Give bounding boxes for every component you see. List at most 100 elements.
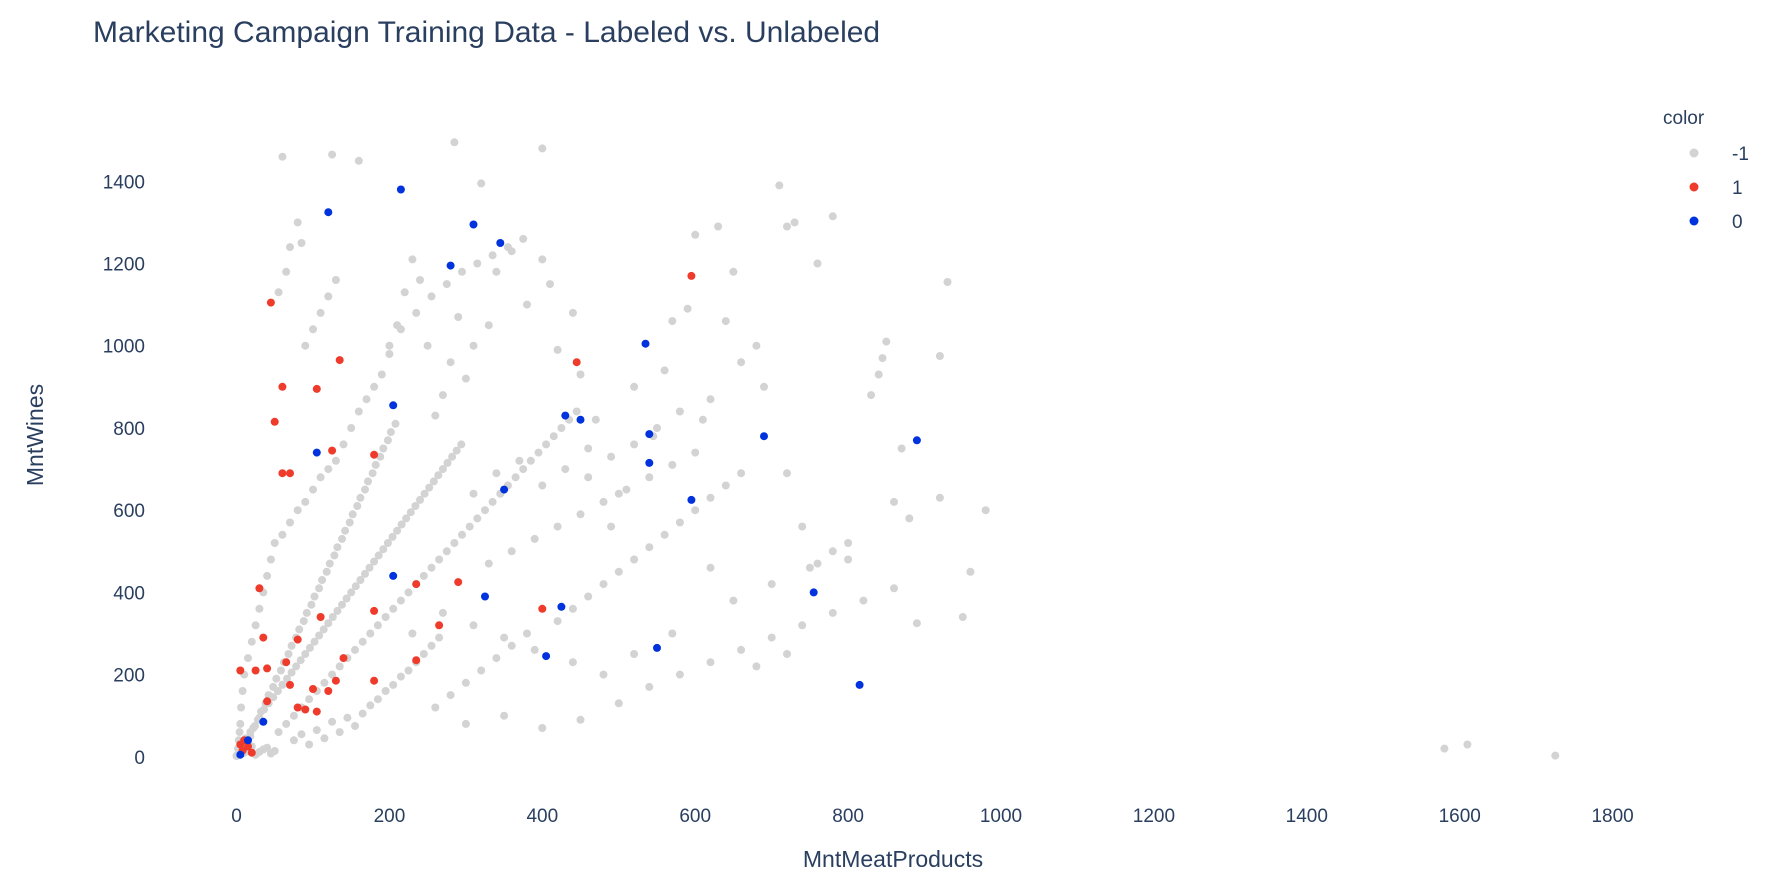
- legend-marker[interactable]: [1689, 182, 1699, 192]
- data-point[interactable]: [783, 222, 791, 231]
- data-point[interactable]: [783, 650, 791, 658]
- data-point[interactable]: [295, 625, 304, 634]
- data-point[interactable]: [272, 674, 281, 683]
- data-point[interactable]: [423, 341, 432, 350]
- data-point[interactable]: [599, 497, 608, 506]
- legend-label[interactable]: 1: [1732, 178, 1743, 199]
- data-point[interactable]: [691, 448, 700, 457]
- data-point[interactable]: [538, 255, 547, 264]
- data-point[interactable]: [263, 697, 272, 706]
- data-point[interactable]: [315, 584, 324, 593]
- data-point[interactable]: [687, 271, 696, 280]
- data-point[interactable]: [668, 317, 677, 326]
- data-point[interactable]: [458, 530, 466, 539]
- data-point[interactable]: [362, 395, 371, 404]
- data-point[interactable]: [442, 280, 451, 289]
- data-point[interactable]: [278, 152, 287, 161]
- data-point[interactable]: [263, 571, 272, 580]
- data-point[interactable]: [366, 701, 375, 710]
- data-point[interactable]: [411, 502, 420, 510]
- data-point[interactable]: [1463, 740, 1472, 749]
- data-point[interactable]: [310, 637, 319, 646]
- data-point[interactable]: [519, 465, 528, 474]
- data-point[interactable]: [404, 666, 413, 675]
- data-point[interactable]: [752, 662, 761, 671]
- data-point[interactable]: [477, 179, 486, 188]
- data-point[interactable]: [844, 555, 853, 564]
- data-point[interactable]: [255, 604, 264, 613]
- data-point[interactable]: [376, 452, 385, 461]
- data-point[interactable]: [469, 341, 478, 350]
- data-point[interactable]: [714, 222, 723, 231]
- data-point[interactable]: [286, 680, 294, 689]
- data-point[interactable]: [538, 144, 547, 153]
- data-point[interactable]: [238, 687, 247, 695]
- data-point[interactable]: [408, 629, 417, 638]
- data-point[interactable]: [236, 750, 245, 759]
- data-point[interactable]: [282, 267, 291, 276]
- data-point[interactable]: [312, 448, 321, 457]
- data-point[interactable]: [526, 456, 535, 465]
- data-point[interactable]: [328, 613, 337, 621]
- data-point[interactable]: [790, 218, 799, 227]
- data-point[interactable]: [446, 358, 455, 367]
- data-point[interactable]: [301, 341, 310, 350]
- data-point[interactable]: [798, 522, 807, 531]
- data-point[interactable]: [381, 687, 390, 695]
- data-point[interactable]: [427, 292, 436, 301]
- data-point[interactable]: [320, 734, 329, 743]
- data-point[interactable]: [302, 608, 311, 617]
- data-point[interactable]: [614, 489, 623, 498]
- data-point[interactable]: [675, 670, 684, 679]
- data-point[interactable]: [576, 370, 585, 379]
- data-point[interactable]: [653, 424, 661, 432]
- data-point[interactable]: [286, 469, 294, 478]
- data-point[interactable]: [828, 212, 837, 221]
- data-point[interactable]: [584, 444, 593, 453]
- data-point[interactable]: [454, 313, 463, 321]
- data-point[interactable]: [473, 259, 482, 268]
- data-point[interactable]: [305, 740, 314, 749]
- data-point[interactable]: [278, 530, 287, 539]
- data-point[interactable]: [492, 469, 501, 478]
- data-point[interactable]: [250, 722, 259, 730]
- data-point[interactable]: [452, 446, 461, 455]
- data-point[interactable]: [691, 230, 700, 239]
- data-point[interactable]: [622, 485, 631, 494]
- data-point[interactable]: [383, 539, 392, 547]
- data-point[interactable]: [425, 483, 434, 492]
- data-point[interactable]: [408, 255, 417, 264]
- data-point[interactable]: [706, 493, 715, 502]
- data-point[interactable]: [469, 621, 478, 630]
- data-point[interactable]: [312, 726, 321, 735]
- data-point[interactable]: [293, 218, 302, 227]
- data-point[interactable]: [538, 604, 547, 613]
- data-point[interactable]: [388, 532, 397, 541]
- data-point[interactable]: [259, 633, 268, 642]
- data-point[interactable]: [328, 717, 337, 726]
- data-point[interactable]: [289, 711, 298, 720]
- data-point[interactable]: [874, 370, 883, 379]
- data-point[interactable]: [481, 592, 489, 601]
- data-point[interactable]: [584, 473, 593, 482]
- data-point[interactable]: [855, 680, 864, 689]
- data-point[interactable]: [943, 278, 952, 286]
- data-point[interactable]: [760, 382, 768, 391]
- data-point[interactable]: [450, 138, 459, 147]
- data-point[interactable]: [419, 571, 428, 580]
- data-point[interactable]: [897, 444, 906, 453]
- data-point[interactable]: [576, 415, 585, 424]
- legend-marker[interactable]: [1689, 148, 1699, 158]
- data-point[interactable]: [339, 440, 348, 449]
- data-point[interactable]: [389, 401, 398, 410]
- data-point[interactable]: [273, 687, 282, 695]
- data-point[interactable]: [236, 719, 245, 728]
- data-point[interactable]: [419, 650, 428, 658]
- data-point[interactable]: [844, 539, 853, 547]
- data-point[interactable]: [283, 674, 291, 683]
- data-point[interactable]: [878, 354, 887, 363]
- data-point[interactable]: [416, 495, 424, 504]
- data-point[interactable]: [438, 391, 447, 400]
- data-point[interactable]: [316, 613, 325, 621]
- data-point[interactable]: [255, 584, 264, 593]
